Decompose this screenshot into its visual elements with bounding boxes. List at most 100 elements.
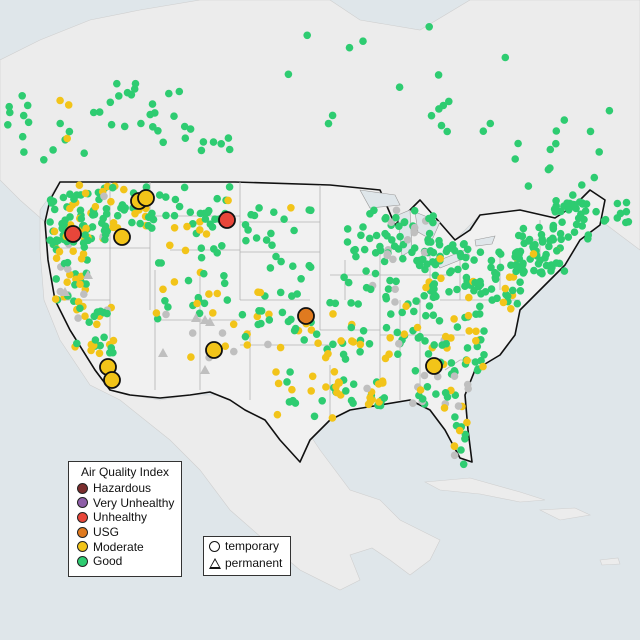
monitor-marker xyxy=(352,252,360,261)
monitor-marker xyxy=(381,229,389,238)
monitor-marker xyxy=(501,284,510,293)
monitor-marker xyxy=(359,223,367,231)
monitor-marker xyxy=(324,350,332,358)
monitor-marker xyxy=(106,98,115,107)
monitor-marker xyxy=(291,324,300,333)
legend-title: Air Quality Index xyxy=(80,465,170,479)
highlighted-monitor-marker xyxy=(425,357,443,375)
monitor-marker xyxy=(278,308,287,317)
monitor-marker xyxy=(445,288,453,296)
monitor-marker xyxy=(101,230,110,239)
monitor-marker xyxy=(383,250,392,258)
monitor-marker xyxy=(221,342,230,351)
monitor-marker xyxy=(5,102,13,111)
monitor-marker xyxy=(420,292,429,300)
monitor-marker xyxy=(63,134,71,143)
monitor-marker xyxy=(220,279,229,288)
monitor-marker xyxy=(23,101,32,110)
monitor-marker xyxy=(202,230,211,238)
monitor-marker xyxy=(188,329,197,337)
legend-item-very-unhealthy: Very Unhealthy xyxy=(69,496,181,511)
monitor-marker xyxy=(427,238,435,246)
monitor-marker xyxy=(187,353,195,361)
monitor-marker xyxy=(50,205,59,214)
monitor-marker xyxy=(382,213,390,222)
monitor-marker xyxy=(556,229,565,238)
monitor-marker xyxy=(415,261,424,270)
monitor-marker xyxy=(471,358,480,366)
monitor-marker xyxy=(453,285,461,294)
monitor-marker xyxy=(264,340,272,349)
monitor-marker xyxy=(333,388,341,397)
monitor-marker xyxy=(286,368,294,376)
monitor-marker xyxy=(197,146,206,155)
monitor-marker xyxy=(277,257,285,266)
permanent-monitor-marker xyxy=(205,317,215,326)
monitor-marker xyxy=(211,215,219,223)
monitor-marker xyxy=(100,192,108,201)
monitor-marker xyxy=(450,315,458,323)
monitor-marker xyxy=(102,210,111,218)
monitor-marker xyxy=(18,132,27,141)
monitor-marker xyxy=(166,241,174,250)
monitor-marker xyxy=(465,293,473,302)
monitor-marker xyxy=(51,295,60,303)
monitor-marker xyxy=(89,108,98,117)
monitor-marker xyxy=(181,246,190,255)
monitor-marker xyxy=(76,304,84,313)
monitor-marker xyxy=(546,236,554,245)
monitor-marker xyxy=(189,220,197,228)
monitor-marker xyxy=(476,248,485,256)
monitor-marker xyxy=(380,257,389,266)
monitor-marker xyxy=(59,193,68,202)
monitor-marker xyxy=(149,123,157,131)
legend-swatch-hazardous xyxy=(77,482,88,494)
monitor-marker xyxy=(339,350,348,359)
monitor-marker xyxy=(162,193,170,201)
monitor-marker xyxy=(65,127,74,136)
monitor-marker xyxy=(90,312,98,321)
monitor-marker xyxy=(360,245,369,254)
monitor-marker xyxy=(329,310,337,318)
monitor-marker xyxy=(276,343,285,352)
monitor-marker xyxy=(159,285,167,294)
monitor-marker xyxy=(391,285,400,294)
triangle-icon xyxy=(209,557,221,569)
monitor-marker xyxy=(455,426,464,435)
monitor-marker xyxy=(425,229,434,238)
monitor-marker xyxy=(578,181,586,189)
monitor-marker xyxy=(180,183,189,192)
monitor-marker xyxy=(52,254,61,262)
monitor-marker xyxy=(400,330,409,339)
monitor-marker xyxy=(529,250,538,258)
monitor-marker xyxy=(120,122,129,131)
highlighted-monitor-marker xyxy=(113,228,131,246)
legend-item-temporary: temporary xyxy=(204,537,290,554)
monitor-marker xyxy=(344,278,353,287)
monitor-marker xyxy=(170,112,178,120)
monitor-marker xyxy=(175,87,184,96)
monitor-marker xyxy=(552,197,560,205)
monitor-marker xyxy=(427,111,436,120)
monitor-marker xyxy=(332,383,340,391)
monitor-marker xyxy=(549,223,557,231)
monitor-marker xyxy=(537,230,546,239)
monitor-marker xyxy=(479,127,488,135)
monitor-marker xyxy=(487,285,496,293)
monitor-marker xyxy=(347,396,356,405)
monitor-marker xyxy=(379,379,387,387)
monitor-marker xyxy=(265,310,273,319)
monitor-marker xyxy=(49,146,57,154)
monitor-marker xyxy=(495,248,503,256)
monitor-marker xyxy=(80,290,88,299)
monitor-marker xyxy=(307,326,316,334)
monitor-marker xyxy=(307,387,316,395)
monitor-marker xyxy=(584,235,592,243)
monitor-marker xyxy=(40,156,48,164)
monitor-marker xyxy=(257,307,266,315)
monitor-marker xyxy=(357,231,365,240)
monitor-marker xyxy=(464,311,473,320)
monitor-marker xyxy=(480,351,488,359)
highlighted-monitor-marker xyxy=(103,371,121,389)
